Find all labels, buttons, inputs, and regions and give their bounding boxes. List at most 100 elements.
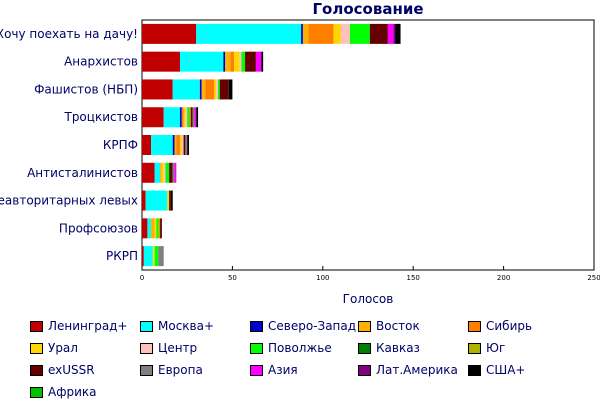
bar-segment bbox=[142, 79, 173, 100]
legend-item: Восток bbox=[358, 318, 420, 334]
legend-label: Москва+ bbox=[158, 319, 215, 333]
bar-segment bbox=[234, 51, 240, 72]
bar-segment bbox=[179, 107, 182, 128]
legend-swatch bbox=[140, 364, 153, 376]
legend-label: Европа bbox=[158, 363, 203, 377]
bar-segment bbox=[185, 135, 188, 155]
legend: Ленинград+ Москва+ Северо-Запад Восток Сибир… bbox=[30, 318, 595, 400]
bar-segment bbox=[387, 23, 394, 44]
bar-segment bbox=[142, 218, 148, 239]
legend-item: Юг bbox=[468, 340, 505, 356]
bar-segment bbox=[142, 246, 144, 267]
legend-swatch bbox=[250, 364, 263, 376]
legend-label: Сибирь bbox=[486, 319, 533, 333]
legend-swatch bbox=[30, 320, 43, 332]
bar-segment bbox=[181, 107, 184, 128]
category-label: Профсоюзов bbox=[59, 221, 138, 235]
chart-title: Голосование bbox=[312, 0, 424, 18]
legend-label: Урал bbox=[48, 341, 78, 355]
legend-swatch bbox=[468, 320, 481, 332]
legend-item: Кавказ bbox=[358, 340, 420, 356]
bar-segment bbox=[170, 190, 173, 211]
category-label: Антисталинистов bbox=[27, 166, 138, 180]
legend-swatch bbox=[250, 342, 263, 354]
bar-segment bbox=[196, 107, 199, 128]
bar-segment bbox=[225, 51, 231, 72]
legend-swatch bbox=[30, 342, 43, 354]
legend-item: exUSSR bbox=[30, 362, 95, 378]
bar-segment bbox=[199, 79, 202, 100]
bar-segment bbox=[261, 51, 264, 72]
bar-segment bbox=[185, 107, 188, 128]
legend-swatch bbox=[468, 364, 481, 376]
bar-segment bbox=[301, 23, 303, 44]
legend-item: Африка bbox=[30, 384, 97, 400]
bar-segment bbox=[151, 218, 155, 239]
bar-segment bbox=[181, 135, 184, 155]
bar-segment bbox=[245, 51, 256, 72]
legend-item: Лат.Америка bbox=[358, 362, 458, 378]
legend-swatch bbox=[468, 342, 481, 354]
legend-swatch bbox=[250, 320, 263, 332]
bar-segment bbox=[194, 107, 197, 128]
bar-segment bbox=[219, 79, 229, 100]
bar-segment bbox=[142, 190, 146, 211]
bar-segment bbox=[183, 107, 186, 128]
legend-label: Юг bbox=[486, 341, 506, 355]
bar-segment bbox=[369, 23, 388, 44]
bar-segment bbox=[160, 218, 162, 239]
category-label: Фашистов (НБП) bbox=[34, 82, 138, 96]
legend-swatch bbox=[140, 342, 153, 354]
legend-label: Азия bbox=[268, 363, 298, 377]
bar-segment bbox=[142, 162, 155, 183]
x-axis-title: Голосов bbox=[342, 292, 394, 306]
legend-swatch bbox=[358, 320, 371, 332]
legend-item: Ленинград+ bbox=[30, 318, 128, 334]
legend-label: Африка bbox=[48, 385, 97, 399]
legend-swatch bbox=[358, 342, 371, 354]
bar-segment bbox=[340, 23, 350, 44]
bar-segment bbox=[142, 23, 197, 44]
bar-segment bbox=[214, 79, 217, 100]
bar-segment bbox=[160, 162, 162, 183]
legend-item: США+ bbox=[468, 362, 525, 378]
x-tick-label: 0 bbox=[140, 274, 144, 282]
legend-item: Центр bbox=[140, 340, 197, 356]
bar-segment bbox=[147, 218, 152, 239]
legend-swatch bbox=[358, 364, 371, 376]
bar-segment bbox=[167, 190, 170, 211]
bar-segment bbox=[154, 246, 159, 267]
legend-item: Урал bbox=[30, 340, 78, 356]
legend-swatch bbox=[30, 364, 43, 376]
bar-segment bbox=[165, 162, 170, 183]
legend-label: Кавказ bbox=[376, 341, 420, 355]
x-tick-label: 50 bbox=[228, 274, 237, 282]
bar-segment bbox=[163, 107, 180, 128]
bar-segment bbox=[172, 79, 200, 100]
bar-segment bbox=[333, 23, 341, 44]
bar-segment bbox=[216, 79, 218, 100]
legend-swatch bbox=[140, 320, 153, 332]
bar-segment bbox=[142, 107, 164, 128]
bar-segment bbox=[187, 107, 190, 128]
category-label: Троцкистов bbox=[63, 110, 138, 124]
bar-segment bbox=[196, 23, 302, 44]
bar-segment bbox=[349, 23, 370, 44]
legend-swatch bbox=[30, 386, 43, 398]
bar-segment bbox=[143, 246, 153, 267]
legend-item: Поволжье bbox=[250, 340, 332, 356]
bar-segment bbox=[217, 79, 220, 100]
bar-segment bbox=[169, 190, 171, 211]
bar-segment bbox=[169, 162, 173, 183]
bar-segment bbox=[172, 135, 175, 155]
x-tick-label: 100 bbox=[316, 274, 329, 282]
category-label: Анархистов bbox=[64, 55, 138, 69]
bar-segment bbox=[189, 107, 191, 128]
bar-segment bbox=[230, 51, 235, 72]
category-label: РКРП bbox=[106, 249, 138, 263]
bar-segment bbox=[142, 51, 180, 72]
bar-segment bbox=[142, 135, 152, 155]
legend-label: Северо-Запад bbox=[268, 319, 357, 333]
legend-item: Европа bbox=[140, 362, 203, 378]
